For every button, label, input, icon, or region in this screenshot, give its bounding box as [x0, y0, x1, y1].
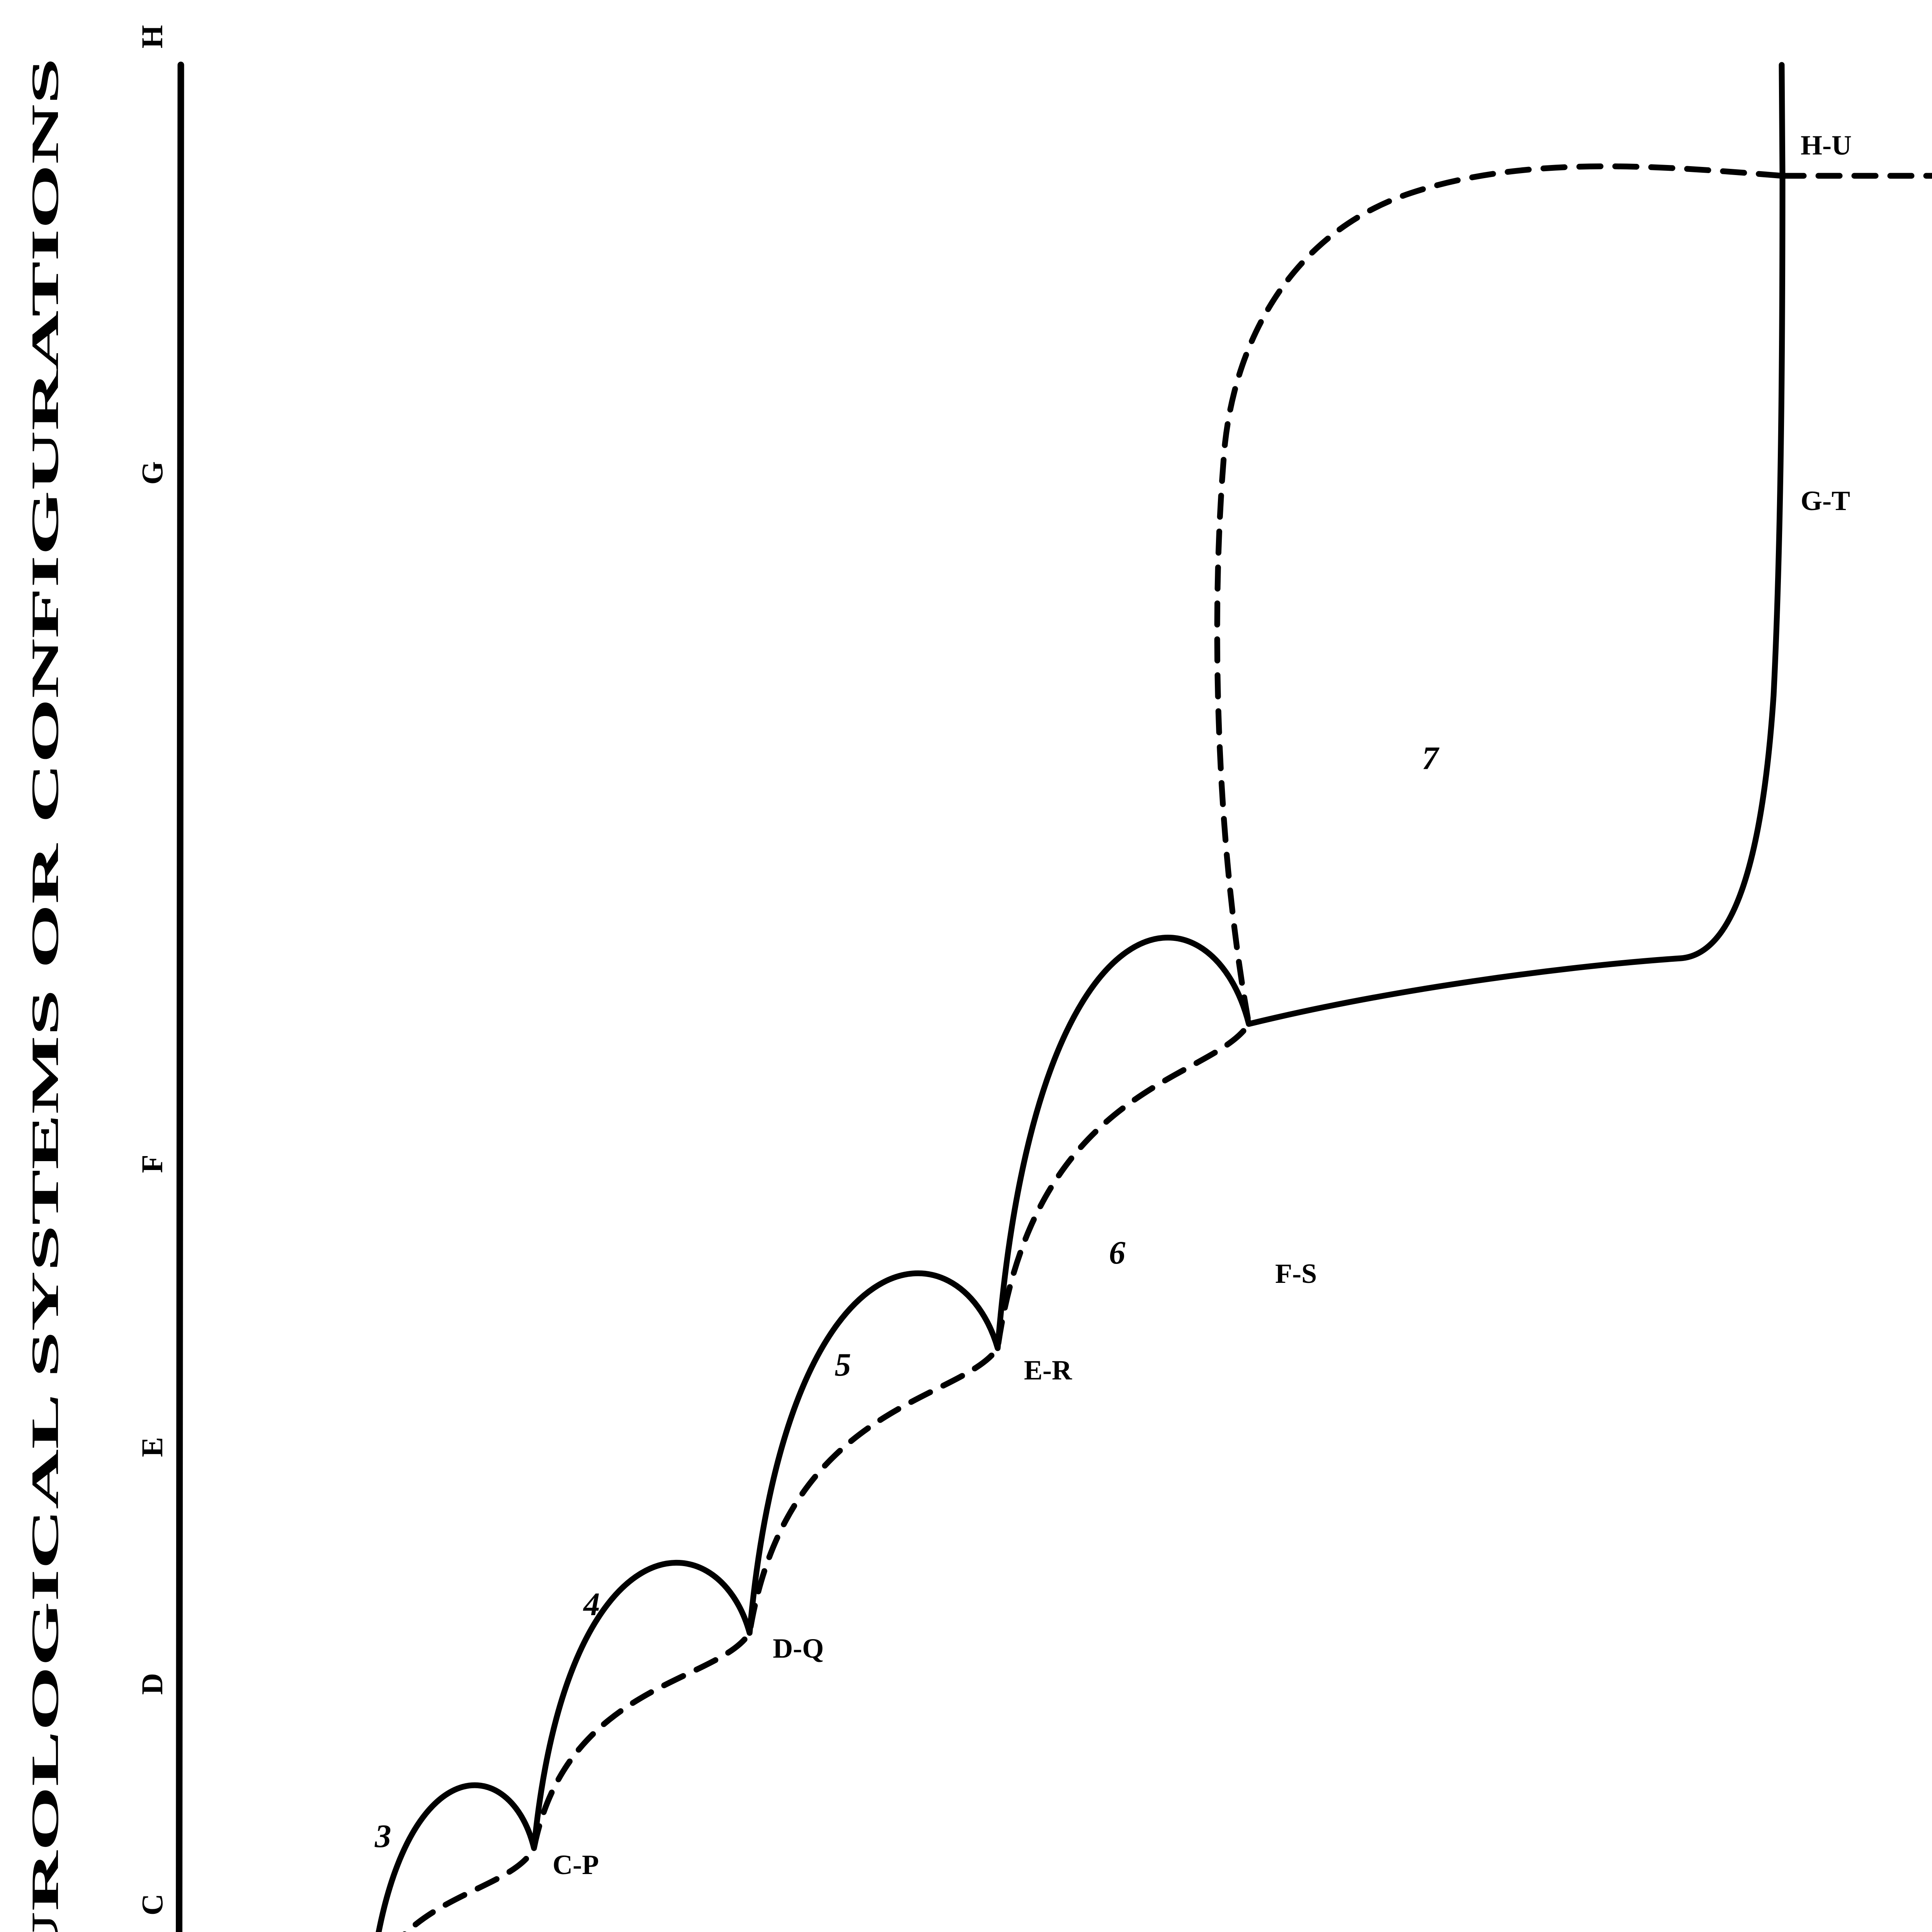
svg-text:4: 4	[583, 1586, 600, 1622]
svg-text:D: D	[135, 1673, 169, 1695]
svg-text:E: E	[135, 1437, 169, 1457]
svg-text:3: 3	[374, 1818, 391, 1854]
svg-text:NEUROLOGICAL SYSTEMS OR CONFIG: NEUROLOGICAL SYSTEMS OR CONFIGURATIONS	[24, 58, 66, 1932]
svg-text:6: 6	[1109, 1235, 1126, 1271]
svg-text:H: H	[135, 25, 169, 49]
svg-text:5: 5	[835, 1347, 851, 1383]
svg-text:F-S: F-S	[1275, 1258, 1317, 1289]
svg-text:C: C	[135, 1894, 169, 1915]
svg-text:G-T: G-T	[1801, 485, 1850, 516]
svg-text:G: G	[135, 461, 169, 485]
svg-text:H-U: H-U	[1801, 130, 1852, 161]
svg-text:E-R: E-R	[1024, 1355, 1072, 1386]
svg-text:C-P: C-P	[553, 1849, 599, 1880]
svg-text:D-Q: D-Q	[773, 1633, 824, 1664]
svg-text:F: F	[135, 1155, 169, 1173]
svg-text:7: 7	[1422, 740, 1440, 776]
